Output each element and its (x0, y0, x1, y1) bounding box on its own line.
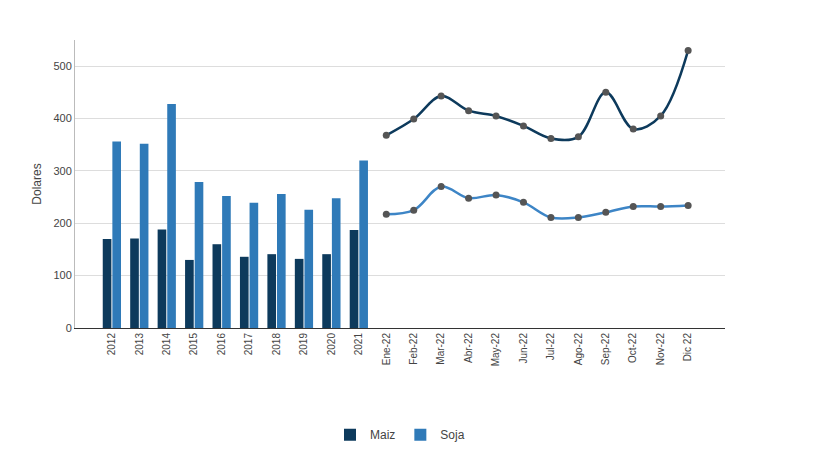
svg-text:Ene-22: Ene-22 (381, 333, 392, 366)
svg-text:2013: 2013 (134, 333, 145, 356)
svg-text:Ago-22: Ago-22 (573, 333, 584, 366)
svg-text:Maiz: Maiz (370, 428, 395, 442)
svg-text:Soja: Soja (440, 428, 464, 442)
svg-text:Oct-22: Oct-22 (627, 333, 638, 363)
svg-text:300: 300 (53, 165, 71, 177)
svg-text:2020: 2020 (326, 333, 337, 356)
svg-text:Abr-22: Abr-22 (463, 333, 474, 363)
svg-text:Sep-22: Sep-22 (600, 333, 611, 366)
svg-text:Jun-22: Jun-22 (518, 333, 529, 364)
svg-text:Dic 22: Dic 22 (682, 333, 693, 362)
svg-text:2016: 2016 (216, 333, 227, 356)
svg-text:2014: 2014 (161, 333, 172, 356)
svg-text:2018: 2018 (271, 333, 282, 356)
svg-text:May-22: May-22 (490, 333, 501, 367)
svg-text:2012: 2012 (106, 333, 117, 356)
svg-text:400: 400 (53, 112, 71, 124)
svg-text:2021: 2021 (353, 333, 364, 356)
svg-text:500: 500 (53, 60, 71, 72)
svg-text:Jul-22: Jul-22 (545, 333, 556, 361)
svg-text:2017: 2017 (243, 333, 254, 356)
svg-text:Nov-22: Nov-22 (655, 333, 666, 366)
svg-text:2015: 2015 (188, 333, 199, 356)
svg-text:0: 0 (66, 322, 72, 334)
svg-text:100: 100 (53, 269, 71, 281)
svg-text:Feb-22: Feb-22 (408, 333, 419, 365)
svg-text:200: 200 (53, 217, 71, 229)
svg-text:Mar-22: Mar-22 (435, 333, 446, 365)
svg-text:2019: 2019 (298, 333, 309, 356)
svg-text:Dolares: Dolares (30, 163, 44, 204)
